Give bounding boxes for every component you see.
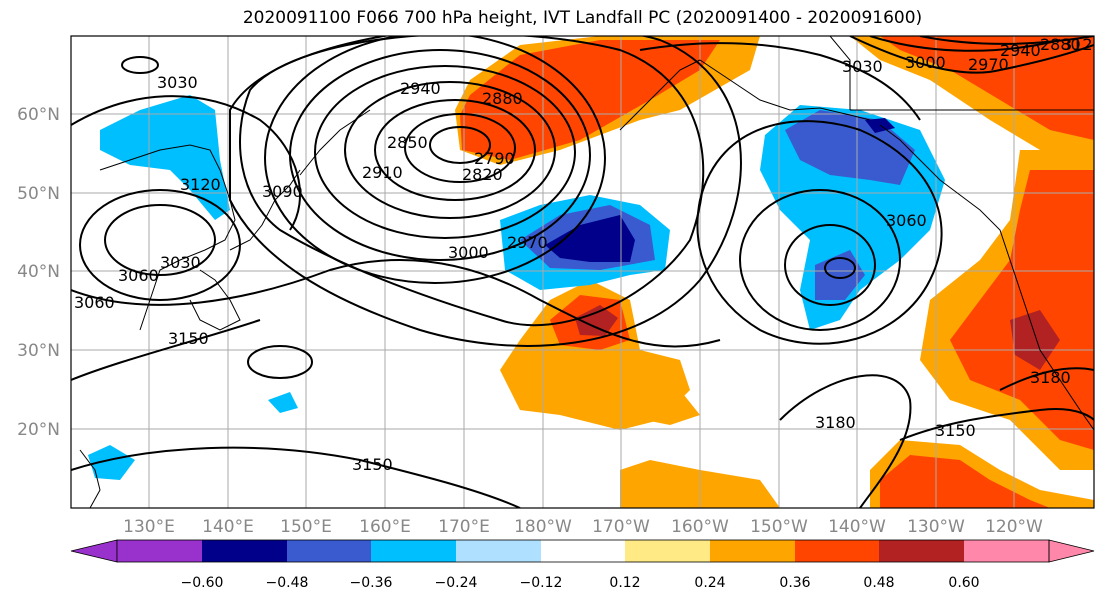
negative-ivt-small-2	[88, 445, 135, 480]
lon-label-160e: 160°E	[359, 517, 411, 537]
contour-label: 3060	[118, 266, 159, 285]
colorbar-tick-label: 0.48	[863, 575, 894, 591]
lat-label-50n: 50°N	[17, 184, 60, 204]
colorbar-bin	[879, 540, 964, 562]
lon-label-170w: 170°W	[592, 517, 650, 537]
contour-label: 3030	[842, 57, 883, 76]
colorbar-tick-label: 0.60	[948, 575, 979, 591]
colorbar-tick-label: −0.24	[435, 575, 478, 591]
lat-label-60n: 60°N	[17, 105, 60, 125]
lon-label-140w: 140°W	[828, 517, 886, 537]
colorbar-bin	[117, 540, 202, 562]
contour-label: 3180	[815, 413, 856, 432]
contour-label: 3180	[1030, 368, 1071, 387]
contour-label: 2790	[474, 149, 515, 168]
colorbar-bin	[625, 540, 710, 562]
lon-label-140e: 140°E	[202, 517, 254, 537]
colorbar-bin	[202, 540, 287, 562]
lon-label-130e: 130°E	[123, 517, 175, 537]
map-title: 2020091100 F066 700 hPa height, IVT Land…	[242, 8, 923, 28]
positive-ivt-core-north	[460, 40, 720, 160]
contour-label: 3150	[168, 329, 209, 348]
contour-labels: 3030 2940 2880 3030 3000 2970 2940 2880 …	[74, 35, 1103, 474]
contour-label: 3150	[935, 421, 976, 440]
positive-ivt-core-southeast	[880, 455, 1050, 508]
contour-label: 2970	[507, 233, 548, 252]
lon-label-130w: 130°W	[907, 517, 965, 537]
contour-label: 2820	[462, 165, 503, 184]
contour-label: 3030	[160, 253, 201, 272]
lat-label-20n: 20°N	[17, 420, 60, 440]
colorbar-bin	[371, 540, 456, 562]
contour-label: 3060	[74, 293, 115, 312]
negative-ivt-small-1	[268, 392, 298, 413]
colorbar-bin	[541, 540, 625, 562]
positive-ivt-max-central	[575, 305, 618, 336]
colorbar-bin	[964, 540, 1049, 562]
colorbar-tick-label: 0.24	[694, 575, 725, 591]
contour-label: 2940	[1000, 41, 1041, 60]
colorbar-extend-low	[70, 539, 118, 563]
colorbar-tick-label: −0.36	[350, 575, 393, 591]
graticule	[71, 36, 1094, 508]
contour-label: 3000	[905, 53, 946, 72]
contour-label: 3120	[1062, 35, 1103, 54]
map-frame	[70, 35, 1095, 509]
lat-label-40n: 40°N	[17, 262, 60, 282]
negative-ivt-core-central	[545, 215, 635, 262]
lon-label-150e: 150°E	[280, 517, 332, 537]
contour-label: 2910	[362, 163, 403, 182]
colorbar-tick-label: −0.48	[266, 575, 309, 591]
colorbar-tick-label: 0.36	[779, 575, 810, 591]
map-area: 3030 2940 2880 3030 3000 2970 2940 2880 …	[71, 35, 1103, 508]
colorbar-tick-label: −0.12	[520, 575, 563, 591]
positive-ivt-core-westcoast	[950, 170, 1094, 450]
contour-label: 3090	[262, 182, 303, 201]
contour-label: 3030	[157, 73, 198, 92]
colorbar-extend-high	[1048, 539, 1095, 563]
contour-label: 3120	[180, 175, 221, 194]
lon-label-150w: 150°W	[750, 517, 808, 537]
contour-label: 3060	[886, 211, 927, 230]
contour-label: 2940	[400, 79, 441, 98]
negative-ivt-region-japan	[100, 95, 230, 220]
contour-label: 2880	[1040, 35, 1081, 54]
lat-label-30n: 30°N	[17, 341, 60, 361]
lon-label-120w: 120°W	[985, 517, 1043, 537]
colorbar-bin	[456, 540, 541, 562]
lon-label-180w: 180°W	[514, 517, 572, 537]
lon-label-160w: 160°W	[671, 517, 729, 537]
contour-label: 3150	[352, 455, 393, 474]
colorbar-bin	[287, 540, 371, 562]
colorbar-tick-labels: −0.60 −0.48 −0.36 −0.24 −0.12 0.12 0.24 …	[181, 575, 980, 591]
longitude-labels: 130°E 140°E 150°E 160°E 170°E 180°W 170°…	[123, 517, 1043, 537]
height-contours	[71, 36, 1094, 508]
contour-label: 2880	[482, 89, 523, 108]
colorbar: −0.60 −0.48 −0.36 −0.24 −0.12 0.12 0.24 …	[70, 539, 1095, 591]
colorbar-frame	[116, 539, 1050, 563]
coastlines	[79, 36, 1094, 508]
colorbar-bin	[795, 540, 879, 562]
lon-label-170e: 170°E	[438, 517, 490, 537]
colorbar-tick-label: 0.12	[609, 575, 640, 591]
contour-label: 3000	[448, 243, 489, 262]
positive-ivt-region-small	[640, 390, 700, 425]
latitude-labels: 60°N 50°N 40°N 30°N 20°N	[17, 105, 60, 440]
colorbar-tick-label: −0.60	[181, 575, 224, 591]
contour-label: 2850	[387, 133, 428, 152]
contour-label: 2970	[968, 55, 1009, 74]
positive-ivt-region-central	[500, 280, 690, 430]
positive-ivt-max-westcoast	[1010, 310, 1060, 370]
colorbar-bin	[710, 540, 795, 562]
